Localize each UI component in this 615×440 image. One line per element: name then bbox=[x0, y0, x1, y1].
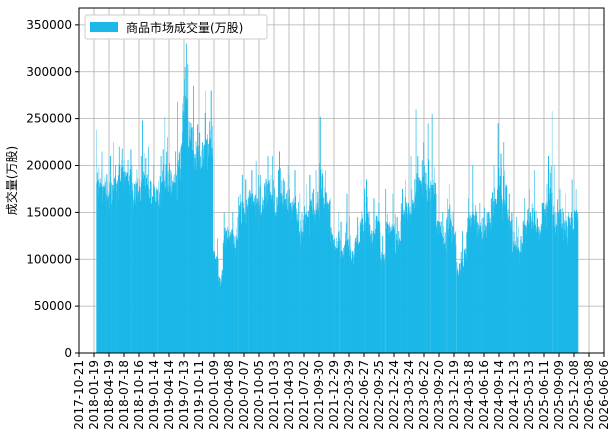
bar bbox=[273, 202, 274, 353]
x-tick-label: 2023-03-24 bbox=[402, 360, 416, 430]
x-tick-label: 2021-12-29 bbox=[327, 360, 341, 430]
x-tick-label: 2024-09-14 bbox=[492, 360, 506, 430]
x-tick-label: 2022-09-25 bbox=[372, 360, 386, 430]
x-tick-label: 2018-04-19 bbox=[102, 360, 116, 430]
x-tick-label: 2024-03-18 bbox=[462, 360, 476, 430]
y-axis: 0 50000 100000 150000 200000 250000 300000 3500… bbox=[26, 18, 79, 360]
x-tick-label: 2021-07-02 bbox=[297, 360, 311, 430]
x-tick-label: 2019-10-11 bbox=[192, 360, 206, 430]
bar bbox=[532, 203, 533, 353]
x-tick-label: 2025-06-11 bbox=[537, 360, 551, 430]
y-tick-label: 0 bbox=[64, 346, 72, 360]
x-tick-label: 2022-03-29 bbox=[342, 360, 356, 430]
x-tick-label: 2020-10-05 bbox=[252, 360, 266, 430]
x-tick-label: 2023-06-22 bbox=[417, 360, 431, 430]
y-tick-label: 250000 bbox=[26, 112, 72, 126]
x-tick-label: 2020-04-08 bbox=[222, 360, 236, 430]
x-tick-label: 2021-04-03 bbox=[282, 360, 296, 430]
x-tick-label: 2018-01-19 bbox=[87, 360, 101, 430]
x-tick-label: 2026-03-08 bbox=[582, 360, 596, 430]
bar bbox=[557, 199, 558, 353]
y-axis-label: 成交量(万股) bbox=[4, 146, 19, 215]
x-tick-label: 2025-03-13 bbox=[522, 360, 536, 430]
bar bbox=[395, 214, 396, 353]
bar bbox=[248, 198, 249, 353]
x-tick-label: 2019-04-14 bbox=[162, 360, 176, 430]
x-tick-label: 2023-09-20 bbox=[432, 360, 446, 430]
x-tick-label: 2024-12-13 bbox=[507, 360, 521, 430]
y-tick-label: 150000 bbox=[26, 205, 72, 219]
x-tick-label: 2021-09-30 bbox=[312, 360, 326, 430]
bar bbox=[116, 183, 117, 353]
x-tick-label: 2026-06-06 bbox=[597, 360, 611, 430]
y-tick-label: 100000 bbox=[26, 252, 72, 266]
x-tick-label: 2022-06-27 bbox=[357, 360, 371, 430]
y-tick-label: 350000 bbox=[26, 18, 72, 32]
bar bbox=[375, 243, 376, 353]
x-tick-label: 2019-07-13 bbox=[177, 360, 191, 430]
x-tick-label: 2018-10-16 bbox=[132, 360, 146, 430]
bar bbox=[157, 190, 158, 353]
x-tick-label: 2020-01-09 bbox=[207, 360, 221, 430]
x-tick-label: 2023-12-19 bbox=[447, 360, 461, 430]
x-tick-label: 2025-09-09 bbox=[552, 360, 566, 430]
legend-swatch bbox=[90, 22, 118, 32]
x-tick-label: 2018-07-18 bbox=[117, 360, 131, 430]
x-tick-label: 2020-07-07 bbox=[237, 360, 251, 430]
x-tick-label: 2017-10-21 bbox=[72, 360, 86, 430]
x-tick-label: 2022-12-24 bbox=[387, 360, 401, 430]
x-tick-label: 2024-06-16 bbox=[477, 360, 491, 430]
bar bbox=[212, 126, 213, 353]
y-tick-label: 300000 bbox=[26, 65, 72, 79]
y-tick-label: 200000 bbox=[26, 159, 72, 173]
bar bbox=[218, 257, 219, 353]
legend: 商品市场成交量(万股) bbox=[85, 15, 267, 39]
bar bbox=[507, 219, 508, 353]
bar bbox=[349, 216, 350, 353]
x-tick-label: 2021-01-03 bbox=[267, 360, 281, 430]
legend-label: 商品市场成交量(万股) bbox=[126, 20, 243, 35]
x-tick-label: 2025-12-08 bbox=[567, 360, 581, 430]
x-tick-label: 2019-01-14 bbox=[147, 360, 161, 430]
bar bbox=[238, 238, 239, 353]
y-tick-label: 50000 bbox=[34, 299, 72, 313]
